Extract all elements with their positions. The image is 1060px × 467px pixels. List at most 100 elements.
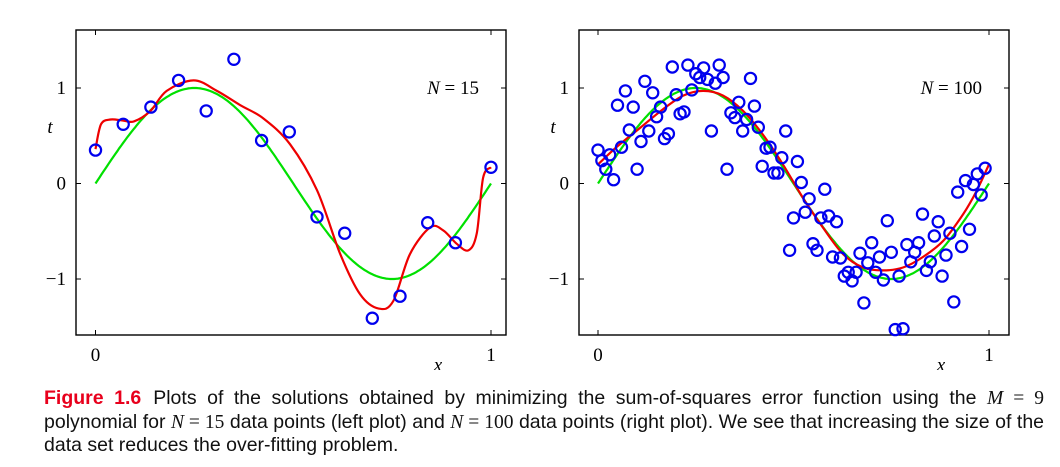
y-tick-label: 1 xyxy=(560,78,570,99)
data-point xyxy=(638,74,652,89)
data-point xyxy=(669,87,683,102)
data-point xyxy=(171,73,186,88)
data-point xyxy=(747,99,762,113)
data-point xyxy=(606,172,621,187)
data-point xyxy=(884,245,899,259)
data-point xyxy=(732,95,746,110)
data-point xyxy=(618,84,633,98)
figure-caption: Figure 1.6 Plots of the solutions obtaine… xyxy=(44,387,1044,457)
data-point xyxy=(888,322,902,337)
data-point xyxy=(116,117,130,132)
data-point xyxy=(685,83,699,97)
data-point xyxy=(755,159,769,173)
x-tick-label: 0 xyxy=(91,345,101,366)
data-point xyxy=(365,311,379,325)
data-point xyxy=(978,161,992,175)
data-point xyxy=(626,100,640,114)
data-point xyxy=(739,112,754,127)
n-annotation: N = 15 xyxy=(426,78,479,99)
data-point xyxy=(806,236,820,251)
data-point xyxy=(310,210,324,224)
data-point xyxy=(448,235,463,250)
caption-text-3: data points (left plot) and xyxy=(224,410,451,433)
polynomial-fit-curve xyxy=(94,79,492,311)
data-point xyxy=(338,226,352,240)
data-point xyxy=(798,205,812,219)
data-point xyxy=(421,215,435,230)
plot-left-n15: 0 1 −1 0 1 x t N = 15 xyxy=(46,29,507,370)
data-point xyxy=(775,150,789,165)
data-point xyxy=(665,60,680,74)
data-point xyxy=(829,214,844,229)
data-point xyxy=(681,58,695,72)
data-point xyxy=(923,255,938,269)
data-point xyxy=(677,105,691,119)
data-point xyxy=(88,143,103,157)
data-point xyxy=(763,140,777,154)
plot-right-n100: 0 1 −1 0 1 x t N = 100 xyxy=(549,29,1010,370)
data-point xyxy=(599,162,613,176)
n-annotation-value: = 100 xyxy=(933,78,982,99)
y-axis-label: t xyxy=(47,117,53,138)
data-point xyxy=(833,251,848,265)
data-point xyxy=(634,134,648,149)
data-point xyxy=(970,167,985,181)
data-point xyxy=(915,207,930,221)
data-point xyxy=(630,162,644,176)
data-point xyxy=(696,61,711,75)
data-point xyxy=(700,72,715,87)
data-point xyxy=(857,296,871,310)
data-point xyxy=(794,175,809,190)
data-point xyxy=(951,185,965,199)
data-point xyxy=(779,124,793,138)
plot-frame xyxy=(578,29,1010,336)
caption-math-n1: N xyxy=(170,411,184,433)
data-point xyxy=(861,256,875,270)
data-point xyxy=(962,222,977,236)
y-tick-label: 0 xyxy=(57,174,67,195)
data-point xyxy=(661,127,676,141)
data-point xyxy=(767,166,781,180)
x-tick-label: 0 xyxy=(593,345,603,366)
data-point xyxy=(254,133,269,148)
y-tick-label: 0 xyxy=(560,174,570,195)
data-point xyxy=(603,148,617,162)
x-tick-label: 1 xyxy=(486,345,496,366)
caption-math-m: M xyxy=(987,388,1004,409)
data-point xyxy=(771,166,785,180)
plot-frame xyxy=(75,29,507,336)
polynomial-fit-curve xyxy=(597,89,990,272)
data-point xyxy=(646,86,660,100)
data-point xyxy=(939,248,953,262)
data-point xyxy=(868,265,883,279)
data-point xyxy=(610,98,625,112)
data-point xyxy=(931,214,945,229)
y-tick-label: −1 xyxy=(46,269,66,290)
y-tick-label: −1 xyxy=(549,269,569,290)
data-point xyxy=(614,140,629,154)
data-point xyxy=(802,192,816,206)
data-point xyxy=(954,239,969,254)
data-point xyxy=(810,243,824,257)
caption-math-n2-eq: = 100 xyxy=(463,411,514,433)
data-point xyxy=(751,120,766,134)
n-annotation-var: N xyxy=(920,78,935,99)
data-point xyxy=(393,289,407,303)
data-point xyxy=(892,269,906,283)
data-point xyxy=(653,100,668,114)
data-point xyxy=(853,246,867,260)
data-point xyxy=(716,70,730,85)
data-point xyxy=(790,154,805,169)
caption-math-n1-eq: = 15 xyxy=(183,411,225,433)
data-point xyxy=(896,322,910,336)
data-point xyxy=(736,124,750,138)
figure: 0 1 −1 0 1 x t N = 15 0 1 −1 0 1 x t N = 100 xyxy=(46,29,1010,370)
data-point xyxy=(974,188,988,202)
data-point xyxy=(943,226,957,240)
data-point xyxy=(935,269,949,283)
n-annotation-value: = 15 xyxy=(440,78,479,99)
data-point xyxy=(927,229,942,243)
data-point xyxy=(865,235,879,250)
y-tick-label: 1 xyxy=(57,78,67,99)
data-point xyxy=(144,100,158,114)
